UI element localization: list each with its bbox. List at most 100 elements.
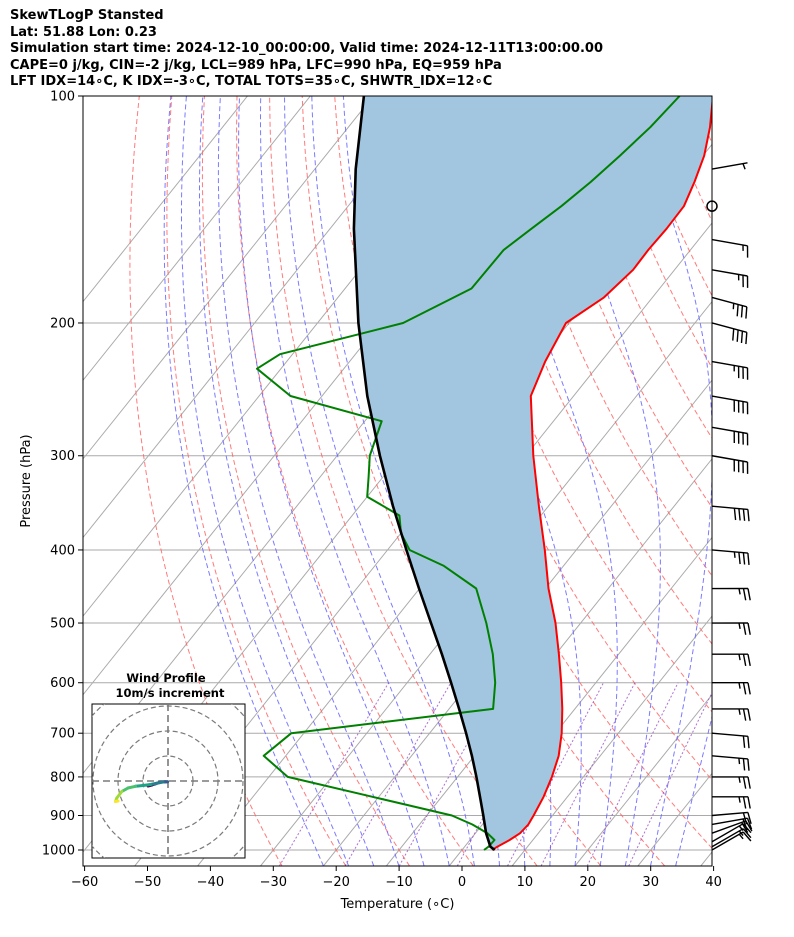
y-tick-label: 1000 <box>42 844 75 859</box>
wind-barb-flag <box>745 332 748 345</box>
wind-barb <box>711 238 749 258</box>
x-tick-label: −10 <box>385 875 412 890</box>
wind-barb <box>711 587 751 601</box>
wind-barb-staff <box>711 831 744 851</box>
dry-adiabat-line <box>726 96 794 866</box>
wind-barb-flag <box>742 758 746 771</box>
y-tick-label: 100 <box>50 90 75 105</box>
x-axis-label: Temperature (∘C) <box>340 897 455 912</box>
cape-shading-layer <box>353 96 712 850</box>
wind-barb <box>711 505 750 522</box>
wind-barb-flag <box>736 329 739 342</box>
isotherm-line <box>83 96 374 460</box>
wind-barb-flag <box>733 508 737 521</box>
mixing-ratio-line <box>278 682 390 866</box>
wind-barb <box>711 796 751 809</box>
moist-adiabat-line <box>199 96 375 866</box>
wind-barb-flag <box>742 682 747 695</box>
wind-barb-flag <box>747 509 750 522</box>
y-tick-label: 800 <box>50 770 75 785</box>
wind-barb-flag <box>747 588 751 601</box>
wind-barb-flag <box>742 708 747 721</box>
wind-barb-staff <box>711 820 747 834</box>
x-tick-label: 40 <box>705 875 722 890</box>
wind-barb-flag <box>747 654 751 667</box>
moist-adiabat-line <box>163 96 324 866</box>
wind-barb-flag <box>742 735 746 748</box>
wind-barb-staff <box>711 549 748 554</box>
y-tick-label: 700 <box>50 727 75 742</box>
wind-barb-flag <box>747 812 752 824</box>
dry-adiabat-line <box>129 96 283 866</box>
wind-barb <box>711 455 749 474</box>
wind-barb-flag <box>742 508 746 521</box>
wind-barb <box>711 776 751 789</box>
y-tick-label: 900 <box>50 809 75 824</box>
wind-barb-half-flag <box>738 758 741 765</box>
wind-barb <box>711 360 749 380</box>
isotherm-line <box>83 96 437 539</box>
wind-barb-flag <box>742 818 748 831</box>
wind-barb-flag <box>742 812 748 825</box>
dry-adiabat-line <box>692 96 712 145</box>
wind-barb-staff <box>711 322 747 333</box>
isotherm-line <box>83 96 248 303</box>
wind-barb <box>711 828 752 848</box>
wind-barb-flag <box>747 796 751 809</box>
wind-barb-half-flag <box>738 825 744 831</box>
dry-adiabat-line <box>399 96 712 781</box>
mixing-ratio-line <box>540 682 636 866</box>
x-tick-label: −20 <box>322 875 349 890</box>
wind-barb <box>711 831 752 851</box>
wind-barb-staff <box>711 817 748 826</box>
wind-barb-half-flag <box>738 830 744 836</box>
wind-barb-flag <box>742 654 747 667</box>
dry-adiabat-line <box>464 96 712 645</box>
wind-barb-flag <box>740 331 744 344</box>
isotherm-line <box>323 379 712 866</box>
wind-barb-flag <box>732 328 735 341</box>
y-tick-label: 300 <box>50 449 75 464</box>
axes-layer: Temperature (∘C) Pressure (hPa) −60 −50 −4… <box>19 90 722 913</box>
y-tick-label: 400 <box>50 543 75 558</box>
wind-barb-staff <box>711 505 748 511</box>
dry-adiabat-line <box>758 96 794 866</box>
wind-barb-half-flag <box>738 833 744 840</box>
wind-barb-staff <box>711 755 748 760</box>
wind-barb <box>711 322 748 345</box>
wind-barb <box>711 755 750 771</box>
wind-barb-flag <box>742 552 746 565</box>
wind-barb-staff <box>711 269 748 277</box>
wind-barb <box>711 395 749 415</box>
wind-barb-staff <box>711 823 744 843</box>
wind-barb <box>711 162 748 170</box>
mixing-ratio-line <box>344 682 452 866</box>
wind-barb-flag <box>747 776 751 789</box>
wind-barb-half-flag <box>738 588 741 595</box>
x-tick-label: 20 <box>580 875 597 890</box>
wind-barb-staff <box>711 238 748 247</box>
moist-adiabat-line <box>479 96 618 866</box>
wind-barb-flag <box>742 796 747 809</box>
wind-barb <box>711 653 751 667</box>
wind-barb-flag <box>747 682 751 695</box>
plot-frame <box>82 95 713 867</box>
moist-adiabat-line <box>260 96 450 866</box>
wind-barb-staff <box>711 162 748 170</box>
hodograph-title: Wind Profile <box>126 671 206 685</box>
wind-barb <box>711 269 749 288</box>
wind-barb-flag <box>738 552 741 565</box>
dry-adiabat-line <box>562 96 712 440</box>
wind-barb-half-flag <box>738 622 741 630</box>
cape-cin-shading <box>353 96 712 850</box>
wind-barb-staff <box>711 732 748 737</box>
mixing-ratio-line <box>586 682 679 866</box>
wind-barb-flag <box>747 708 751 721</box>
x-tick-label: −40 <box>197 875 224 890</box>
moist-adiabat-line <box>284 96 475 866</box>
isotherm-line <box>764 96 794 866</box>
wind-barb-half-flag <box>738 654 741 661</box>
wind-barb-staff <box>711 426 748 435</box>
isotherm-line <box>260 300 712 866</box>
